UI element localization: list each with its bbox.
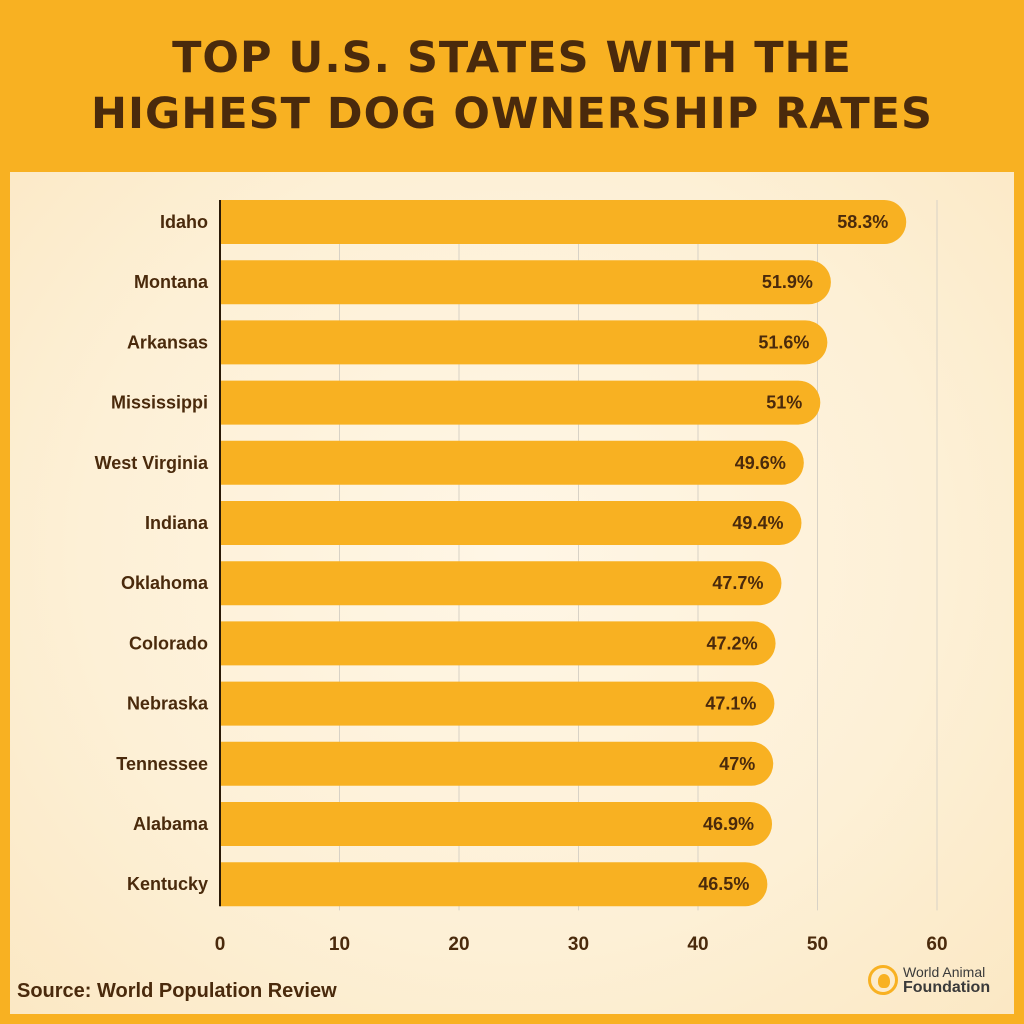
title-line-1: TOP U.S. STATES WITH THE xyxy=(172,33,852,83)
logo-text-1: World Animal xyxy=(903,964,986,980)
x-tick-label: 40 xyxy=(687,934,708,955)
data-label: 47.7% xyxy=(712,573,763,593)
bar xyxy=(220,862,768,907)
category-label: Colorado xyxy=(129,633,208,653)
bar xyxy=(220,200,907,244)
category-label: Oklahoma xyxy=(121,573,209,593)
title-line-2: HIGHEST DOG OWNERSHIP RATES xyxy=(90,89,934,139)
dog-logo-icon xyxy=(868,965,898,995)
data-label: 51.6% xyxy=(758,332,809,352)
data-label: 49.4% xyxy=(732,513,783,533)
bar xyxy=(220,260,831,305)
logo: World Animal Foundation xyxy=(868,964,990,996)
bar xyxy=(220,681,775,726)
data-label: 46.5% xyxy=(698,874,749,894)
x-tick-label: 10 xyxy=(329,934,350,955)
bar xyxy=(220,380,821,425)
x-tick-label: 0 xyxy=(215,934,226,955)
category-label: West Virginia xyxy=(95,453,209,473)
chart-title: TOP U.S. STATES WITH THE HIGHEST DOG OWN… xyxy=(0,30,1024,142)
bar xyxy=(220,561,782,606)
category-label: Nebraska xyxy=(127,694,209,714)
x-tick-label: 30 xyxy=(568,934,589,955)
x-tick-label: 20 xyxy=(448,934,469,955)
category-label: Kentucky xyxy=(127,874,208,894)
category-label: Mississippi xyxy=(111,393,208,413)
category-label: Idaho xyxy=(160,212,208,232)
category-label: Montana xyxy=(134,272,209,292)
category-label: Alabama xyxy=(133,814,209,834)
bar xyxy=(220,440,804,485)
category-label: Indiana xyxy=(145,513,209,533)
x-tick-label: 60 xyxy=(926,934,947,955)
data-label: 47.2% xyxy=(707,633,758,653)
data-label: 51.9% xyxy=(762,272,813,292)
data-label: 47.1% xyxy=(705,694,756,714)
x-tick-label: 50 xyxy=(807,934,828,955)
category-label: Tennessee xyxy=(116,754,208,774)
data-label: 46.9% xyxy=(703,814,754,834)
source-note: Source: World Population Review xyxy=(17,980,337,1002)
bar xyxy=(220,802,773,846)
data-label: 49.6% xyxy=(735,453,786,473)
logo-text-2: Foundation xyxy=(903,979,991,996)
data-label: 51% xyxy=(766,393,802,413)
data-label: 47% xyxy=(719,754,755,774)
bar xyxy=(220,741,774,786)
bar xyxy=(220,501,802,545)
bar xyxy=(220,621,776,666)
category-label: Arkansas xyxy=(127,332,208,352)
bar xyxy=(220,320,828,365)
data-label: 58.3% xyxy=(837,212,888,232)
